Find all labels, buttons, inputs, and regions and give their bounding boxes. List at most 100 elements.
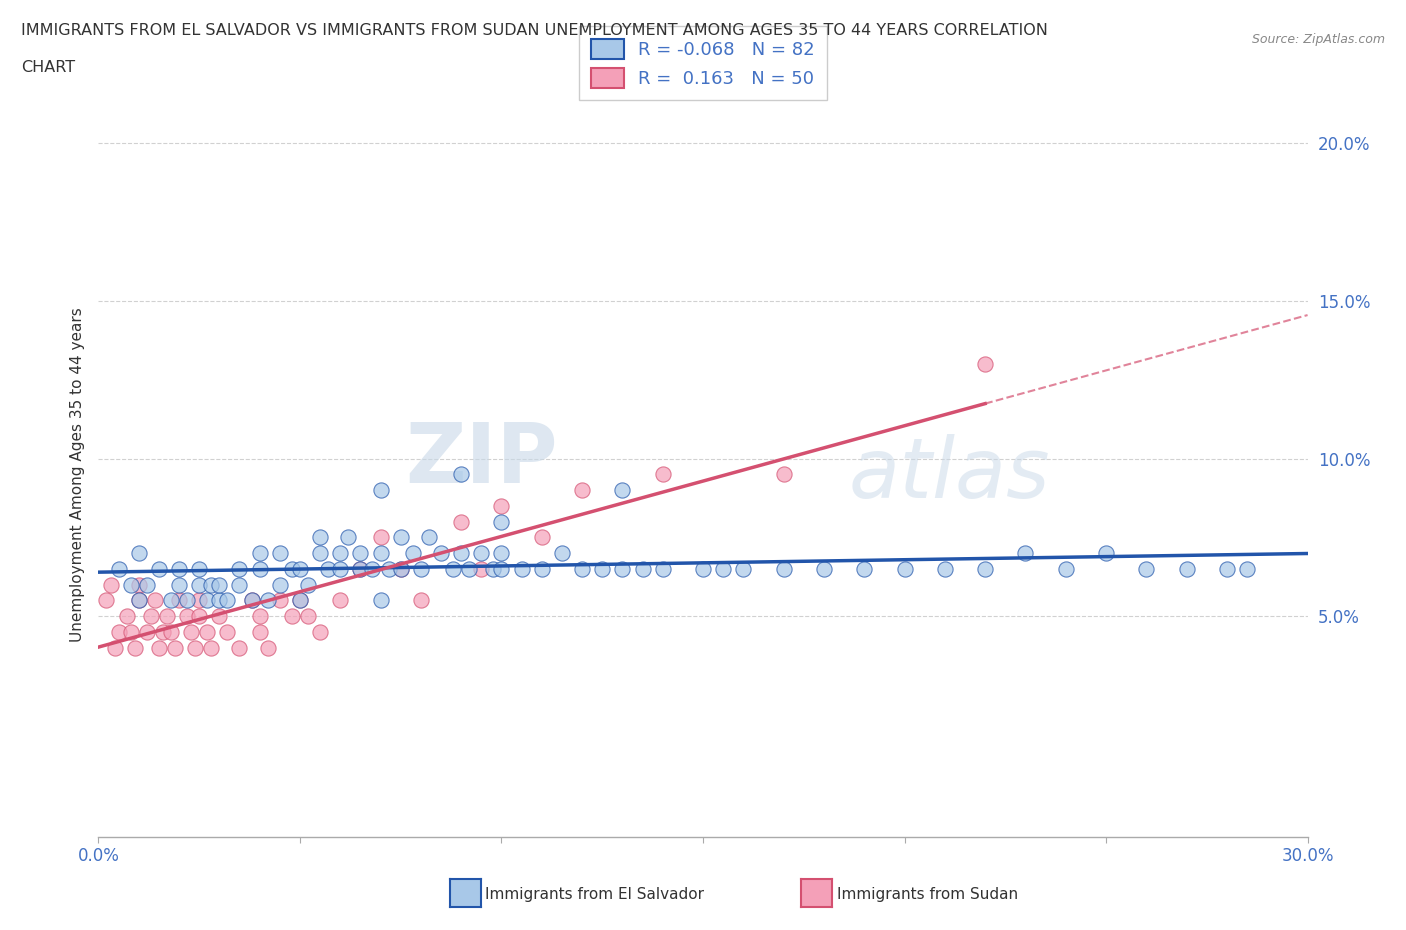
Point bbox=[208, 609, 231, 624]
Point bbox=[148, 562, 170, 577]
Point bbox=[217, 625, 239, 640]
Point bbox=[195, 625, 218, 640]
Point bbox=[450, 514, 472, 529]
Point bbox=[370, 483, 392, 498]
Point bbox=[349, 562, 371, 577]
Point bbox=[329, 593, 352, 608]
Point bbox=[228, 562, 250, 577]
Point bbox=[591, 562, 613, 577]
Point bbox=[377, 562, 399, 577]
Text: IMMIGRANTS FROM EL SALVADOR VS IMMIGRANTS FROM SUDAN UNEMPLOYMENT AMONG AGES 35 : IMMIGRANTS FROM EL SALVADOR VS IMMIGRANT… bbox=[21, 23, 1047, 38]
Point bbox=[370, 546, 392, 561]
Point bbox=[309, 546, 332, 561]
Point bbox=[208, 593, 231, 608]
Point bbox=[470, 546, 492, 561]
Point bbox=[160, 625, 183, 640]
Point bbox=[409, 593, 432, 608]
Point bbox=[482, 562, 505, 577]
Point bbox=[733, 562, 755, 577]
Point bbox=[651, 467, 673, 482]
Text: ZIP: ZIP bbox=[405, 419, 558, 500]
Point bbox=[163, 641, 186, 656]
Point bbox=[240, 593, 263, 608]
Text: Immigrants from Sudan: Immigrants from Sudan bbox=[837, 887, 1018, 902]
Point bbox=[269, 546, 291, 561]
Point bbox=[692, 562, 714, 577]
Point bbox=[1135, 562, 1157, 577]
Point bbox=[249, 562, 271, 577]
Point bbox=[107, 562, 129, 577]
Point bbox=[256, 593, 278, 608]
Text: atlas: atlas bbox=[848, 433, 1050, 515]
Point bbox=[772, 467, 794, 482]
Point bbox=[1236, 562, 1258, 577]
Point bbox=[107, 625, 129, 640]
Point bbox=[309, 530, 332, 545]
Point bbox=[184, 641, 207, 656]
Point bbox=[195, 593, 218, 608]
Point bbox=[510, 562, 533, 577]
Point bbox=[370, 530, 392, 545]
Point bbox=[409, 562, 432, 577]
Point bbox=[217, 593, 239, 608]
Point bbox=[389, 530, 412, 545]
Point bbox=[281, 609, 304, 624]
Point bbox=[143, 593, 166, 608]
Point bbox=[228, 578, 250, 592]
Point bbox=[256, 641, 278, 656]
Legend: R = -0.068   N = 82, R =  0.163   N = 50: R = -0.068 N = 82, R = 0.163 N = 50 bbox=[579, 26, 827, 100]
Point bbox=[458, 562, 481, 577]
Text: CHART: CHART bbox=[21, 60, 75, 75]
Point bbox=[631, 562, 654, 577]
Point bbox=[269, 593, 291, 608]
Point bbox=[160, 593, 183, 608]
Point bbox=[530, 562, 553, 577]
Point bbox=[139, 609, 162, 624]
Point bbox=[156, 609, 179, 624]
Point bbox=[853, 562, 876, 577]
Point bbox=[288, 593, 311, 608]
Point bbox=[491, 498, 513, 513]
Point bbox=[128, 578, 150, 592]
Point bbox=[711, 562, 734, 577]
Point bbox=[316, 562, 339, 577]
Point bbox=[1054, 562, 1077, 577]
Point bbox=[1175, 562, 1198, 577]
Text: Immigrants from El Salvador: Immigrants from El Salvador bbox=[485, 887, 704, 902]
Point bbox=[96, 593, 118, 608]
Point bbox=[430, 546, 453, 561]
Point bbox=[281, 562, 304, 577]
Y-axis label: Unemployment Among Ages 35 to 44 years: Unemployment Among Ages 35 to 44 years bbox=[69, 307, 84, 642]
Point bbox=[208, 578, 231, 592]
Point bbox=[148, 641, 170, 656]
Point bbox=[491, 562, 513, 577]
Point bbox=[571, 483, 593, 498]
Point bbox=[288, 562, 311, 577]
Point bbox=[128, 546, 150, 561]
Point bbox=[167, 593, 190, 608]
Point bbox=[329, 546, 352, 561]
Point bbox=[893, 562, 915, 577]
Point bbox=[249, 625, 271, 640]
Point bbox=[418, 530, 440, 545]
Point bbox=[813, 562, 835, 577]
Point bbox=[249, 609, 271, 624]
Point bbox=[402, 546, 425, 561]
Point bbox=[100, 578, 122, 592]
Point bbox=[188, 593, 211, 608]
Point bbox=[470, 562, 492, 577]
Point bbox=[176, 609, 198, 624]
Point bbox=[551, 546, 574, 561]
Point bbox=[772, 562, 794, 577]
Point bbox=[120, 578, 142, 592]
Point bbox=[240, 593, 263, 608]
Point bbox=[103, 641, 125, 656]
Point bbox=[361, 562, 384, 577]
Point bbox=[370, 593, 392, 608]
Point bbox=[128, 593, 150, 608]
Point bbox=[228, 641, 250, 656]
Point bbox=[124, 641, 146, 656]
Point bbox=[612, 562, 634, 577]
Point bbox=[450, 546, 472, 561]
Point bbox=[200, 578, 222, 592]
